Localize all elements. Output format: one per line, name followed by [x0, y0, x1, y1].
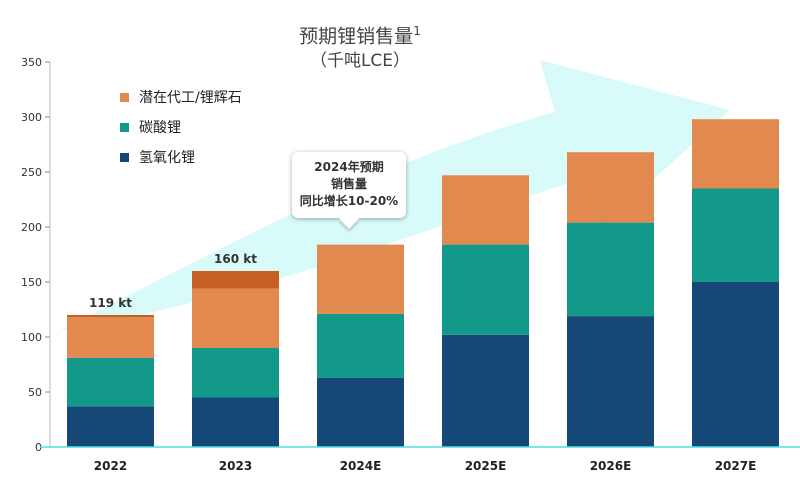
- legend-swatch: [120, 92, 129, 102]
- bar-segment: [67, 315, 154, 318]
- bar-segment: [192, 348, 279, 398]
- x-tick-label: 2023: [219, 459, 252, 473]
- bar-segment: [692, 188, 779, 282]
- bar-segment: [317, 377, 404, 447]
- bar-segment: [317, 313, 404, 378]
- y-tick-label: 150: [21, 276, 42, 289]
- y-tick-label: 350: [21, 56, 42, 69]
- legend-label: 碳酸锂: [139, 120, 181, 136]
- y-tick-label: 0: [35, 441, 42, 454]
- legend-label: 潜在代工/锂辉石: [139, 90, 242, 106]
- title-footnote: 1: [413, 24, 421, 38]
- chart-subtitle: （千吨LCE）: [309, 51, 411, 72]
- legend-item-carbonate: 碳酸锂: [120, 112, 242, 142]
- legend-label: 氢氧化锂: [139, 150, 195, 166]
- legend-item-hydroxide: 氢氧化锂: [120, 142, 242, 172]
- x-tick-label: 2025E: [465, 459, 507, 473]
- bar-segment: [692, 282, 779, 447]
- x-tick-label: 2022: [94, 459, 127, 473]
- growth-callout: 2024年预期 销售量 同比增长10-20%: [292, 152, 406, 218]
- bar-segment: [567, 222, 654, 317]
- bar-segment: [692, 119, 779, 189]
- bar-total-label: 119 kt: [89, 296, 132, 310]
- y-tick-label: 300: [21, 111, 42, 124]
- bar-segment: [442, 175, 529, 245]
- legend-swatch: [120, 152, 129, 162]
- callout-line: 同比增长10-20%: [299, 194, 399, 208]
- x-tick-label: 2024E: [340, 459, 382, 473]
- bar-segment: [67, 406, 154, 447]
- bar-segment: [192, 397, 279, 447]
- legend: 潜在代工/锂辉石 碳酸锂 氢氧化锂: [120, 82, 242, 172]
- legend-item-spodumene: 潜在代工/锂辉石: [120, 82, 242, 112]
- bar-segment: [442, 334, 529, 447]
- bar-segment: [67, 357, 154, 407]
- chart-title-block: 预期锂销售量1 （千吨LCE）: [240, 18, 480, 73]
- y-tick-label: 50: [28, 386, 42, 399]
- callout-line: 销售量: [330, 177, 367, 191]
- x-tick-label: 2027E: [715, 459, 757, 473]
- bar-segment: [67, 317, 154, 358]
- legend-swatch: [120, 122, 129, 132]
- bar-segment: [567, 316, 654, 447]
- x-tick-label: 2026E: [590, 459, 632, 473]
- callout-line: 2024年预期: [314, 160, 384, 174]
- bar-segment: [317, 244, 404, 314]
- bar-segment: [567, 152, 654, 223]
- bar-segment: [192, 288, 279, 348]
- bar-segment: [442, 244, 529, 335]
- chart-title: 预期锂销售量1: [299, 24, 421, 48]
- y-tick-label: 100: [21, 331, 42, 344]
- y-tick-label: 200: [21, 221, 42, 234]
- bar-total-label: 160 kt: [214, 252, 257, 266]
- bar-segment: [192, 271, 279, 289]
- y-tick-label: 250: [21, 166, 42, 179]
